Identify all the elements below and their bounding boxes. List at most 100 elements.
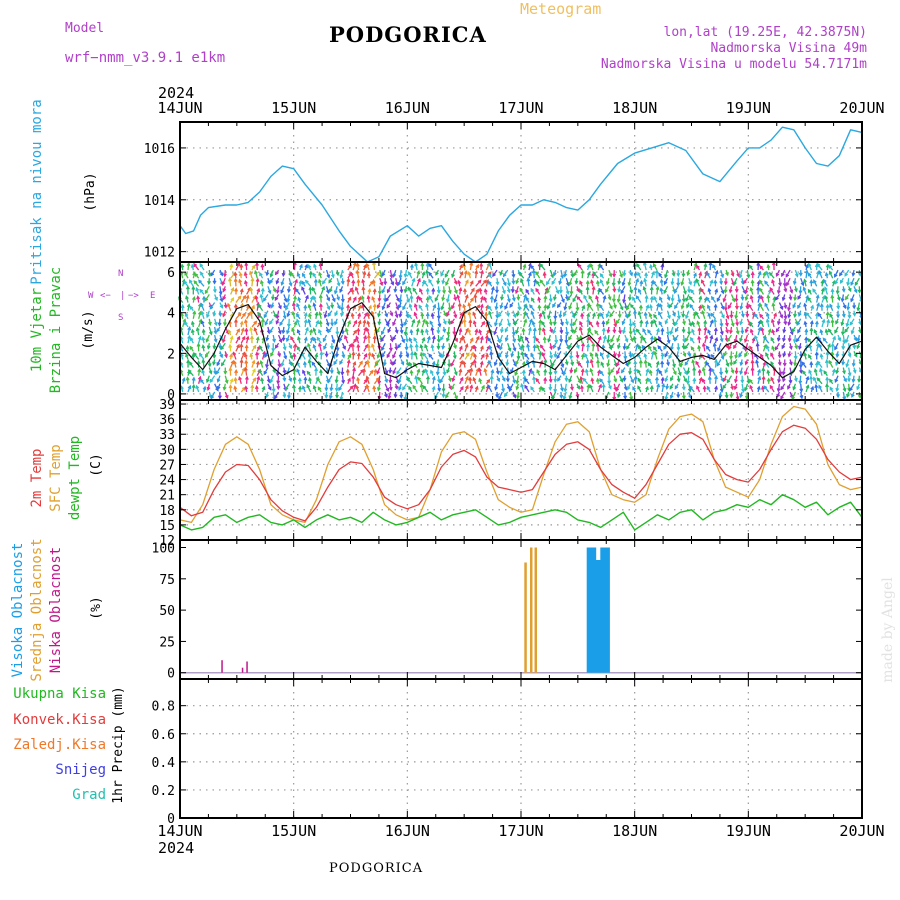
wind-arrow-head: [431, 375, 436, 381]
wind-arrow-head: [777, 379, 781, 384]
wind-arrow: [701, 311, 706, 320]
wind-arrow: [404, 391, 408, 400]
wind-arrow-head: [688, 295, 693, 300]
wind-arrow-head: [326, 297, 331, 302]
wind-arrow-head: [726, 338, 731, 343]
wind-arrow-head: [377, 313, 381, 318]
wind-arrow-head: [766, 263, 771, 269]
wind-arrow-head: [422, 384, 427, 390]
wind-arrow-head: [200, 302, 204, 307]
wind-arrow-head: [744, 361, 749, 366]
wind-arrow-head: [465, 384, 469, 389]
wind-arrow-head: [243, 366, 248, 371]
wind-arrow-head: [212, 361, 216, 366]
wind-arrow-head: [440, 336, 444, 341]
wind-arrow-head: [432, 303, 437, 308]
wind-arrow-head: [576, 288, 580, 293]
wind-arrow-head: [436, 330, 441, 335]
wind-arrow-head: [584, 368, 589, 373]
wind-arrow-head: [420, 312, 425, 317]
wind-arrow-head: [702, 385, 707, 390]
wind-arrow-head: [766, 369, 771, 374]
wind-arrow-head: [384, 370, 389, 375]
wind-arrow-head: [638, 304, 643, 309]
wind-arrow-head: [551, 362, 555, 367]
wind-arrow-head: [474, 269, 479, 275]
wind-arrow-head: [415, 327, 420, 332]
wind-arrow-head: [803, 278, 807, 283]
wind-arrow-head: [698, 304, 702, 309]
wind-arrow-head: [565, 290, 570, 295]
wind-arrow-head: [633, 309, 637, 314]
wind-arrow-head: [296, 368, 300, 373]
wind-arrow: [235, 295, 242, 303]
wind-arrow: [666, 310, 671, 319]
wind-arrow-head: [821, 318, 826, 323]
wind-arrow-head: [195, 326, 200, 332]
wind-arrow-head: [459, 376, 464, 381]
wind-arrow-head: [814, 383, 819, 389]
wind-arrow: [405, 294, 410, 302]
wind-arrow-head: [507, 298, 511, 303]
wind-arrow-head: [447, 320, 452, 326]
wind-arrow-head: [512, 314, 517, 319]
wind-arrow-head: [290, 335, 294, 341]
wind-arrow-head: [586, 312, 591, 317]
wind-arrow-head: [599, 370, 604, 375]
wind-arrow-head: [689, 303, 694, 308]
wind-arrow-head: [441, 345, 446, 350]
wind-arrow-head: [590, 279, 594, 284]
wind-arrow-head: [769, 384, 774, 389]
wind-arrow-head: [797, 329, 801, 334]
wind-arrow-head: [681, 329, 686, 334]
wind-arrow: [352, 384, 357, 393]
wind-arrow-head: [575, 354, 580, 360]
year-top: 2024: [158, 84, 195, 102]
wind-arrow-head: [723, 352, 727, 357]
wind-arrow-head: [729, 394, 734, 399]
wind-arrow-head: [672, 312, 676, 318]
wind-arrow-head: [572, 298, 577, 303]
wind-arrow-head: [604, 395, 609, 400]
wind-arrow-head: [356, 352, 361, 357]
wind-arrow-head: [312, 343, 317, 349]
wind-arrow-head: [716, 362, 721, 367]
wind-arrow: [507, 278, 511, 286]
wind-arrow-head: [823, 286, 828, 291]
wind-arrow-head: [693, 279, 697, 284]
wind-arrow-head: [522, 375, 527, 380]
wind-arrow: [420, 384, 424, 393]
wind-arrow-head: [452, 355, 457, 360]
wind-arrow-head: [707, 312, 712, 317]
wind-arrow: [725, 310, 729, 319]
wind-arrow-head: [676, 315, 681, 320]
wind-arrow-head: [637, 344, 642, 350]
wind-arrow-head: [549, 345, 553, 351]
wind-arrow-head: [794, 345, 799, 350]
wind-arrow-head: [583, 294, 587, 299]
wind-arrow-head: [342, 345, 346, 350]
wind-arrow: [556, 350, 562, 359]
wind-arrow-head: [617, 314, 622, 319]
wind-arrow-head: [841, 313, 846, 319]
wind-arrow-head: [633, 375, 638, 380]
wind-arrow-head: [451, 377, 456, 383]
wind-arrow-head: [830, 288, 835, 293]
wind-arrow-head: [244, 279, 248, 285]
wind-arrow-head: [396, 370, 400, 375]
wind-arrow-head: [825, 311, 830, 316]
wind-arrow-head: [664, 369, 669, 374]
wind-arrow-head: [315, 319, 320, 324]
wind-arrow-head: [284, 386, 289, 391]
wind-arrow-head: [422, 352, 427, 357]
wind-arrow-head: [475, 288, 479, 293]
wind-arrow-head: [341, 379, 346, 385]
wind-arrow-head: [216, 386, 221, 391]
wind-arrow-head: [713, 303, 718, 308]
wind-arrow-head: [703, 262, 708, 268]
wind-arrow-head: [477, 279, 482, 284]
wind-arrow-head: [243, 271, 248, 276]
wind-arrow-head: [204, 290, 209, 295]
wind-arrow-head: [719, 331, 724, 336]
wind-arrow-head: [857, 378, 862, 383]
